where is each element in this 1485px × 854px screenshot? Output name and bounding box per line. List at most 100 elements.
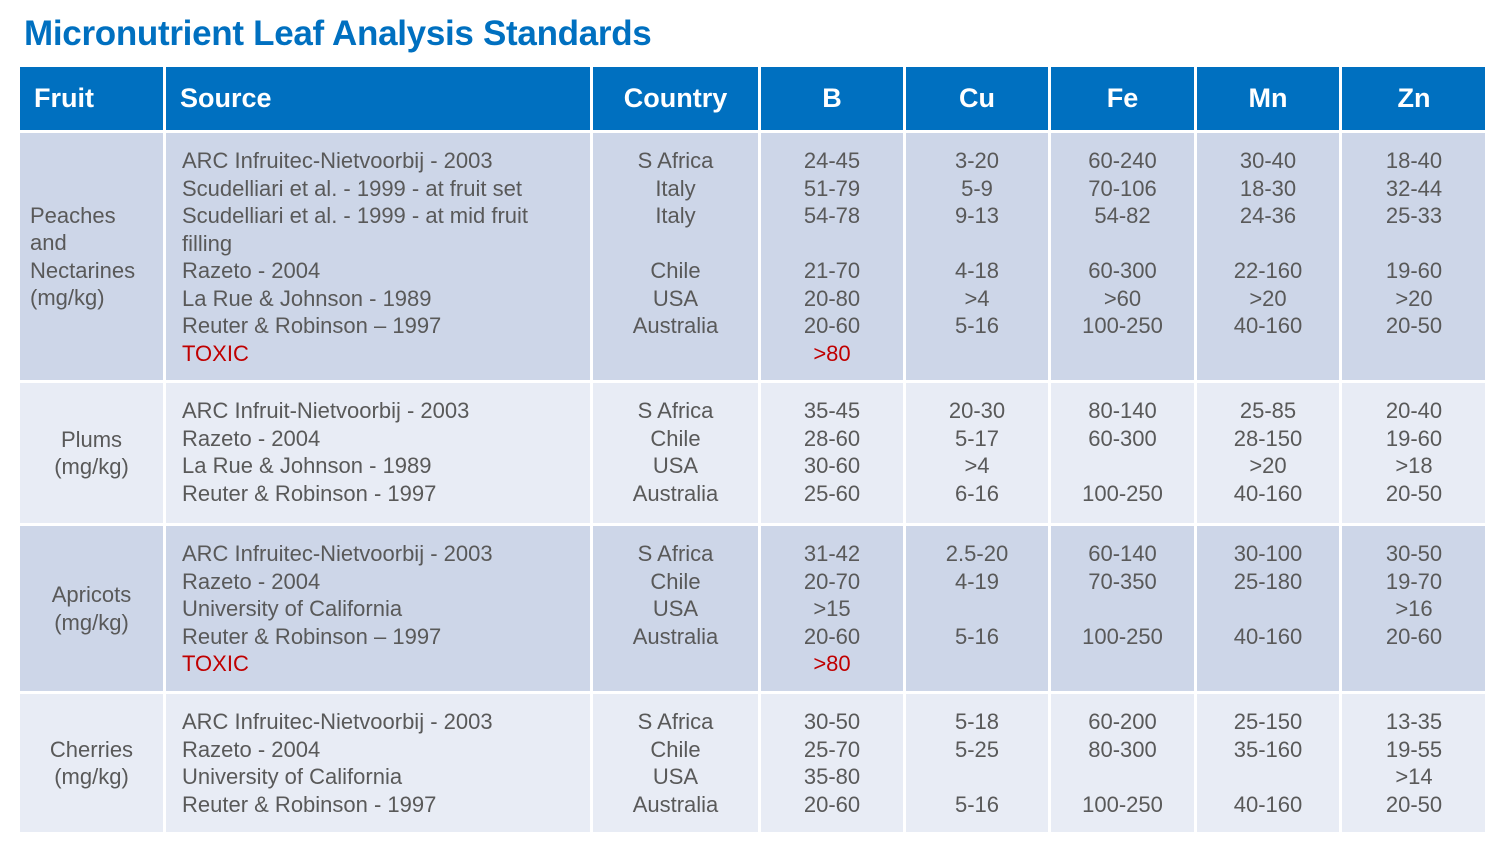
value-line: 40-160	[1233, 623, 1303, 649]
value-line: 100-250	[1082, 313, 1163, 338]
value-line: 30-50	[1385, 541, 1443, 566]
value-line: 5-9	[961, 175, 993, 201]
zn-cell: 13-35 19-55 >14 20-50	[1339, 691, 1485, 835]
fruit-name: (mg/kg)	[54, 609, 129, 635]
source-line: University of California	[182, 764, 403, 789]
fruit-name: (mg/kg)	[30, 285, 105, 310]
value-line: Chile	[650, 258, 701, 283]
column-header: B	[758, 64, 906, 133]
value-line: 40-160	[1233, 313, 1303, 338]
value-line: 25-70	[803, 736, 861, 762]
value-line: 20-80	[803, 285, 861, 311]
value-line: 19-55	[1385, 736, 1443, 762]
source-cell: ARC Infruit-Nietvoorbij - 2003 Razeto - 2…	[163, 380, 593, 526]
value-line: >80	[813, 340, 851, 366]
value-line: 32-44	[1385, 175, 1443, 201]
value-line: 80-140	[1088, 398, 1157, 423]
fruit-name: Peaches	[30, 202, 116, 228]
value-line: 40-160	[1233, 480, 1303, 506]
value-line: >20	[1249, 453, 1287, 478]
value-line: 20-60	[803, 313, 861, 338]
value-line: >20	[1249, 285, 1287, 311]
value-line: 54-78	[803, 203, 861, 228]
spacer	[1053, 452, 1193, 480]
source-line: La Rue & Johnson - 1989	[182, 285, 432, 311]
mn-cell: 25-150 35-160 40-160	[1194, 691, 1342, 835]
column-header: Zn	[1339, 64, 1485, 133]
table-row: Peaches and Nectarines (mg/kg) ARC Infruitec…	[17, 130, 1485, 383]
fruit-name: Plums	[60, 426, 123, 452]
table-row: Apricots (mg/kg) ARC Infruitec-Nietvoorbij…	[17, 523, 1485, 694]
source-line: Reuter & Robinson – 1997	[182, 623, 442, 649]
source-line: ARC Infruit-Nietvoorbij - 2003	[182, 398, 470, 423]
cu-cell: 2.5-20 4-19 5-16	[903, 523, 1051, 694]
value-line: 80-300	[1088, 736, 1157, 762]
value-line: 25-60	[803, 480, 861, 506]
standards-table: Fruit Source Country B Cu Fe Mn Zn Peaches and Ne…	[17, 64, 1485, 835]
value-line: S Africa	[637, 398, 714, 423]
mn-cell: 30-100 25-180 40-160	[1194, 523, 1342, 694]
source-line: TOXIC	[182, 340, 249, 366]
value-line: 25-85	[1239, 398, 1297, 423]
table-row: Cherries (mg/kg) ARC Infruitec-Nietvoorbij…	[17, 691, 1485, 835]
value-line: 5-16	[954, 313, 1000, 338]
fruit-name: (mg/kg)	[54, 764, 129, 789]
value-line: USA	[652, 596, 699, 621]
spacer	[908, 763, 1047, 791]
column-header: Country	[590, 64, 761, 133]
value-line: 3-20	[954, 148, 1000, 173]
source-line: Reuter & Robinson - 1997	[182, 791, 437, 817]
value-line: >15	[813, 596, 851, 621]
source-line: La Rue & Johnson - 1989	[182, 453, 432, 478]
fruit-cell: Apricots (mg/kg)	[17, 523, 166, 694]
value-line: 20-60	[803, 791, 861, 817]
source-line: Razeto - 2004	[182, 425, 321, 451]
fruit-cell: Plums (mg/kg)	[17, 380, 166, 526]
value-line: Italy	[655, 175, 696, 201]
spacer	[1199, 230, 1338, 258]
value-line: 25-33	[1385, 203, 1443, 228]
source-line: Scudelliari et al. - 1999 - at fruit set	[182, 175, 522, 201]
value-line: >20	[1395, 285, 1433, 311]
source-line: TOXIC	[182, 651, 249, 676]
value-line: 20-60	[803, 623, 861, 649]
spacer	[1053, 230, 1193, 258]
zn-cell: 30-50 19-70 >16 20-60	[1339, 523, 1485, 694]
source-line: Razeto - 2004	[182, 258, 321, 283]
country-cell: S Africa Chile USA Australia	[590, 691, 761, 835]
value-line: S Africa	[637, 541, 714, 566]
spacer	[1053, 763, 1193, 791]
value-line: USA	[652, 285, 699, 311]
value-line: 5-16	[954, 791, 1000, 817]
source-line: Reuter & Robinson - 1997	[182, 480, 437, 506]
value-line: 2.5-20	[945, 541, 1009, 566]
value-line: >80	[813, 651, 851, 676]
fruit-name: Apricots	[51, 582, 132, 607]
value-line: 35-80	[803, 764, 861, 789]
value-line: Chile	[650, 425, 701, 451]
source-line: ARC Infruitec-Nietvoorbij - 2003	[182, 541, 493, 566]
value-line: 9-13	[954, 203, 1000, 228]
value-line: 13-35	[1385, 709, 1443, 734]
cu-cell: 5-18 5-25 5-16	[903, 691, 1051, 835]
value-line: Australia	[632, 480, 719, 506]
value-line: S Africa	[637, 709, 714, 734]
source-cell: ARC Infruitec-Nietvoorbij - 2003 Razeto -…	[163, 691, 593, 835]
value-line: 4-18	[954, 258, 1000, 283]
value-line: 100-250	[1082, 791, 1163, 817]
value-line: 20-40	[1385, 398, 1443, 423]
value-line: 22-160	[1233, 258, 1303, 283]
source-line: Razeto - 2004	[182, 736, 321, 762]
value-line: USA	[652, 764, 699, 789]
value-line: 30-60	[803, 453, 861, 478]
value-line: Australia	[632, 623, 719, 649]
value-line: >4	[964, 285, 990, 311]
b-cell: 24-45 51-79 54-78 21-70 20-80 20-60 >80	[758, 130, 906, 383]
source-line: Razeto - 2004	[182, 568, 321, 594]
zn-cell: 18-40 32-44 25-33 19-60 >20 20-50	[1339, 130, 1485, 383]
spacer	[908, 595, 1047, 623]
spacer	[1053, 595, 1193, 623]
b-cell: 30-50 25-70 35-80 20-60	[758, 691, 906, 835]
value-line: 100-250	[1082, 480, 1163, 506]
value-line: 54-82	[1094, 203, 1151, 228]
